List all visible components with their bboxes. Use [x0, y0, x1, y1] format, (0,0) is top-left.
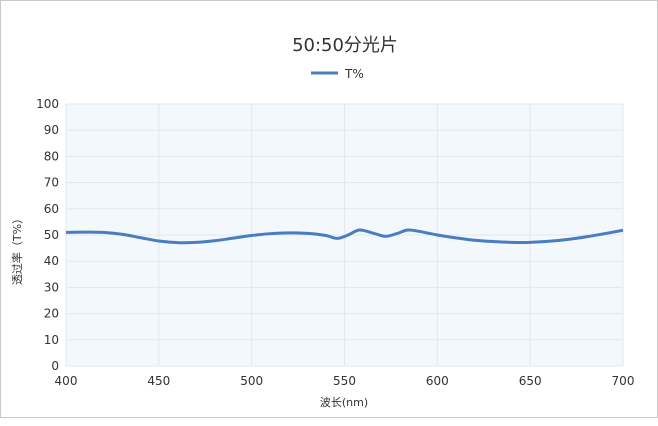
series-line-t [65, 228, 624, 245]
y-tick-label: 20 [44, 307, 59, 321]
x-axis-label: 波长(nm) [320, 396, 368, 409]
x-tick-label: 550 [333, 374, 356, 388]
legend-label: T% [344, 67, 364, 81]
x-tick-label: 700 [612, 374, 635, 388]
chart: 50:50分光片 T% 0 10 20 30 40 50 60 70 80 90 100 400 450… [10, 35, 635, 409]
y-tick-label: 70 [44, 176, 59, 190]
y-tick-label: 40 [44, 254, 59, 268]
y-tick-label: 60 [44, 202, 59, 216]
y-tick-label: 100 [36, 97, 59, 111]
y-tick-label: 80 [44, 149, 59, 163]
y-axis-label: 透过率（T%） [10, 213, 24, 285]
y-tick-label: 0 [51, 359, 59, 373]
y-tick-label: 30 [44, 280, 59, 294]
x-tick-label: 400 [55, 374, 78, 388]
y-tick-label: 50 [44, 228, 59, 242]
x-tick-label: 500 [240, 374, 263, 388]
x-tick-label: 450 [147, 374, 170, 388]
x-tick-label: 650 [519, 374, 542, 388]
y-tick-label: 90 [44, 123, 59, 137]
y-tick-label: 10 [44, 333, 59, 347]
x-tick-label: 600 [426, 374, 449, 388]
chart-title: 50:50分光片 [292, 35, 398, 56]
legend: T% [311, 67, 364, 81]
